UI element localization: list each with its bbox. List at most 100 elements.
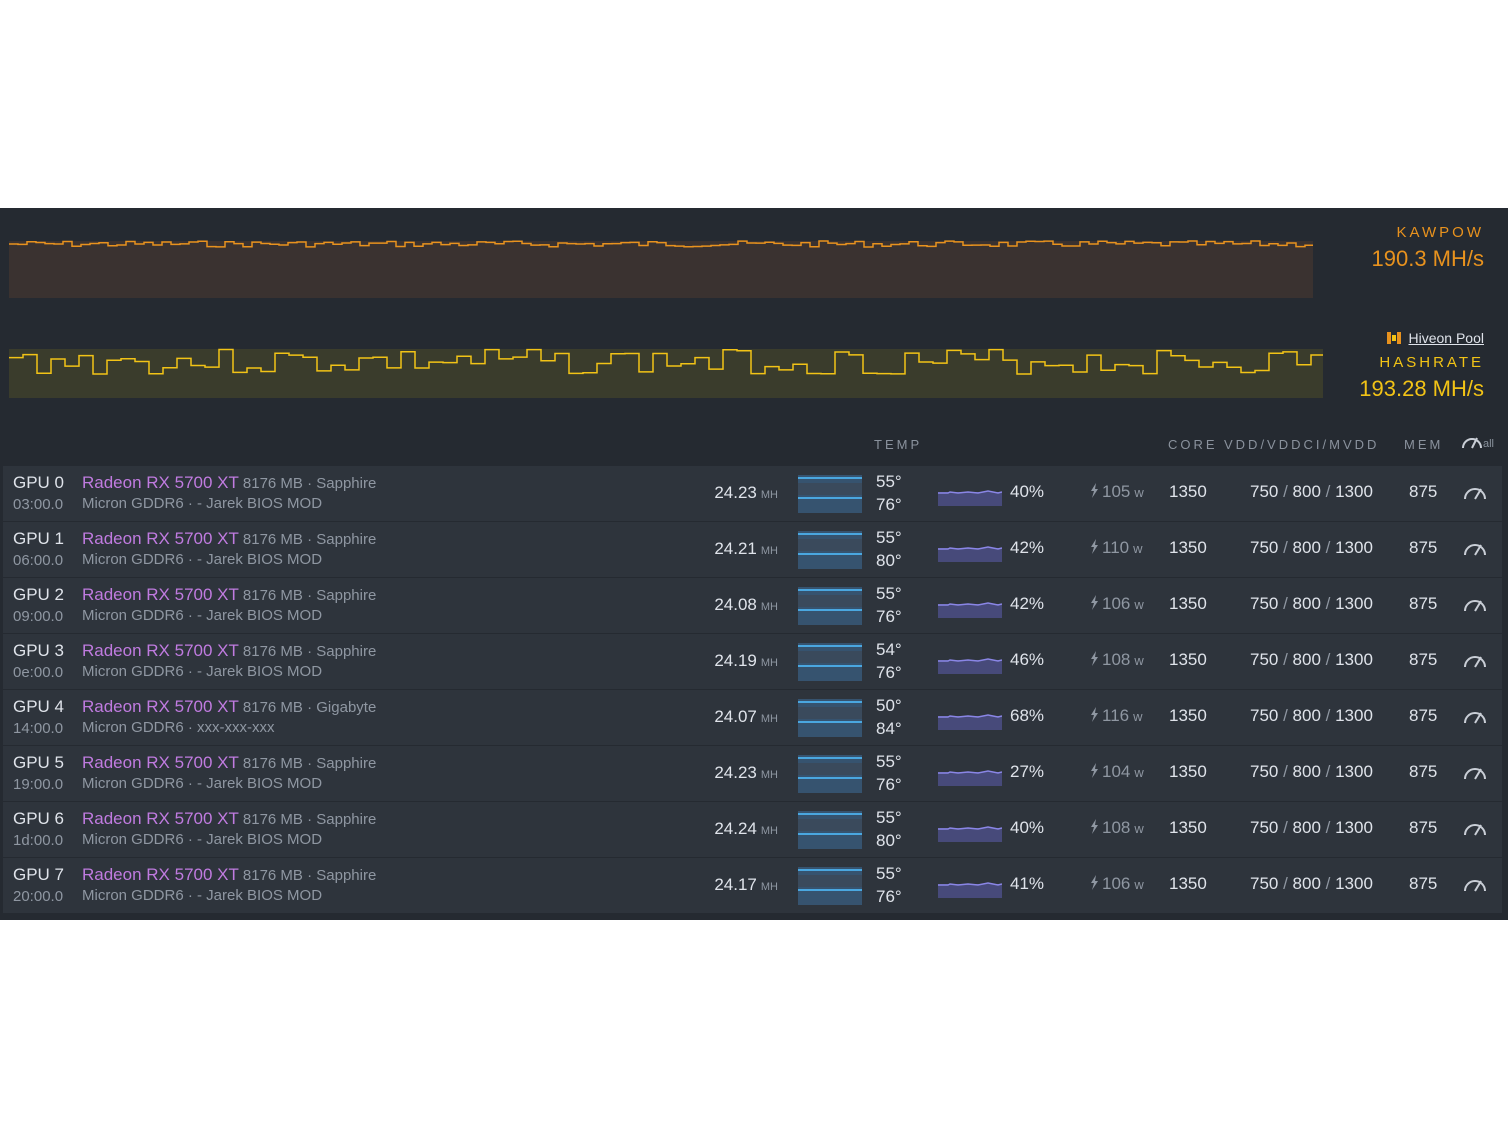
gpu-model-name[interactable]: Radeon RX 5700 XT xyxy=(82,473,239,492)
gpu-row[interactable]: GPU 5 19:00.0 Radeon RX 5700 XT 8176 MB ·… xyxy=(3,746,1502,802)
bolt-icon xyxy=(1091,763,1098,778)
gpu-voltages: 750 / 800 / 1300 xyxy=(1250,818,1373,838)
gpu-model[interactable]: Radeon RX 5700 XT 8176 MB · Sapphire xyxy=(82,473,376,493)
gpu-fan-speed: 41% xyxy=(1010,874,1045,893)
gpu-row[interactable]: GPU 2 09:00.0 Radeon RX 5700 XT 8176 MB ·… xyxy=(3,578,1502,634)
gpu-temp-mem: 76° xyxy=(876,607,902,626)
gpu-mvdd: 1300 xyxy=(1335,818,1373,837)
gpu-row[interactable]: GPU 0 03:00.0 Radeon RX 5700 XT 8176 MB ·… xyxy=(3,466,1502,522)
gpu-model[interactable]: Radeon RX 5700 XT 8176 MB · Gigabyte xyxy=(82,697,376,717)
gpu-model[interactable]: Radeon RX 5700 XT 8176 MB · Sapphire xyxy=(82,753,376,773)
bolt-icon xyxy=(1091,595,1098,610)
gpu-id: GPU 1 xyxy=(13,529,65,548)
gpu-power: 110 w xyxy=(1090,538,1143,558)
gpu-row[interactable]: GPU 1 06:00.0 Radeon RX 5700 XT 8176 MB ·… xyxy=(3,522,1502,578)
gpu-power-value: 108 xyxy=(1102,650,1131,669)
gpu-hashrate: 24.23 MH xyxy=(714,483,778,503)
gpu-id: GPU 6 xyxy=(13,809,65,828)
speedometer-icon[interactable] xyxy=(1462,875,1488,893)
gpu-power-value: 104 xyxy=(1102,762,1131,781)
gpu-power: 108 w xyxy=(1090,650,1144,670)
header-vdd: VDD/VDDCI/MVDD xyxy=(1224,437,1380,452)
gpu-row[interactable]: GPU 6 1d:00.0 Radeon RX 5700 XT 8176 MB ·… xyxy=(3,802,1502,858)
gpu-mvdd: 1300 xyxy=(1335,538,1373,557)
gpu-model-name[interactable]: Radeon RX 5700 XT xyxy=(82,865,239,884)
speedometer-icon xyxy=(1462,437,1482,449)
gpu-temp-core: 50° xyxy=(876,696,902,715)
gpu-model[interactable]: Radeon RX 5700 XT 8176 MB · Sapphire xyxy=(82,585,376,605)
gpu-mem-clock: 875 xyxy=(1409,818,1438,837)
gpu-model-name[interactable]: Radeon RX 5700 XT xyxy=(82,809,239,828)
gpu-model[interactable]: Radeon RX 5700 XT 8176 MB · Sapphire xyxy=(82,529,376,549)
speedometer-icon[interactable] xyxy=(1462,483,1488,501)
speedometer-icon[interactable] xyxy=(1462,651,1488,669)
speedometer-icon[interactable] xyxy=(1462,763,1488,781)
fan-sparkline xyxy=(938,602,1002,618)
separator: / xyxy=(1320,482,1336,501)
separator: / xyxy=(1278,650,1293,669)
gpu-fan-speed: 46% xyxy=(1010,650,1045,669)
algo-hashrate: 190.3 MH/s xyxy=(1371,246,1485,271)
speedometer-icon[interactable] xyxy=(1462,595,1488,613)
gpu-model-name[interactable]: Radeon RX 5700 XT xyxy=(82,529,239,548)
gpu-vddci: 800 xyxy=(1292,650,1321,669)
gpu-info: 8176 MB · Sapphire xyxy=(242,643,377,660)
gpu-id: GPU 0 xyxy=(13,473,65,492)
gpu-model-name[interactable]: Radeon RX 5700 XT xyxy=(82,697,239,716)
separator: / xyxy=(1320,818,1336,837)
gpu-power-value: 116 xyxy=(1102,706,1130,725)
separator: / xyxy=(1278,594,1293,613)
pool-hashrate-sparkline xyxy=(9,348,1323,398)
gpu-temp-core: 55° xyxy=(876,584,902,603)
fan-sparkline xyxy=(938,546,1002,562)
separator: / xyxy=(1278,874,1293,893)
separator: / xyxy=(1320,762,1336,781)
gpu-hashrate-unit: MH xyxy=(760,769,778,781)
gpu-vddci: 800 xyxy=(1292,762,1321,781)
temp-sparkline xyxy=(798,867,862,905)
gpu-id: GPU 4 xyxy=(13,697,65,716)
gpu-row[interactable]: GPU 7 20:00.0 Radeon RX 5700 XT 8176 MB ·… xyxy=(3,858,1502,914)
gpu-temp-core: 55° xyxy=(876,752,902,771)
gpu-model[interactable]: Radeon RX 5700 XT 8176 MB · Sapphire xyxy=(82,641,376,661)
gpu-memory-info: Micron GDDR6 · - Jarek BIOS MOD xyxy=(82,831,323,848)
gpu-mem-clock: 875 xyxy=(1409,874,1438,893)
pool-name[interactable]: Hiveon Pool xyxy=(1408,330,1485,346)
gpu-model[interactable]: Radeon RX 5700 XT 8176 MB · Sapphire xyxy=(82,865,376,885)
gpu-hashrate-unit: MH xyxy=(760,825,778,837)
speedometer-icon[interactable] xyxy=(1462,819,1488,837)
gpu-row[interactable]: GPU 4 14:00.0 Radeon RX 5700 XT 8176 MB ·… xyxy=(3,690,1502,746)
gpu-vdd: 750 xyxy=(1250,762,1279,781)
gpu-hashrate-unit: MH xyxy=(760,881,778,893)
gpu-voltages: 750 / 800 / 1300 xyxy=(1250,874,1373,894)
gpu-voltages: 750 / 800 / 1300 xyxy=(1250,762,1373,782)
gpu-power: 104 w xyxy=(1090,762,1144,782)
sparkline-area xyxy=(9,241,1313,298)
gpu-mem-clock: 875 xyxy=(1409,650,1438,669)
tune-all-button[interactable]: all xyxy=(1461,432,1494,450)
gpu-model-name[interactable]: Radeon RX 5700 XT xyxy=(82,641,239,660)
gpu-mem-clock: 875 xyxy=(1409,538,1438,557)
gpu-info: 8176 MB · Sapphire xyxy=(242,475,377,492)
gpu-vdd: 750 xyxy=(1250,818,1279,837)
pool-link[interactable]: Hiveon Pool xyxy=(1385,329,1485,347)
temp-sparkline xyxy=(798,587,862,625)
pool-hashrate: 193.28 MH/s xyxy=(1359,376,1484,401)
header-core: CORE xyxy=(1168,437,1218,452)
gpu-power: 108 w xyxy=(1090,818,1144,838)
gpu-power: 116 w xyxy=(1090,706,1143,726)
gpu-row[interactable]: GPU 3 0e:00.0 Radeon RX 5700 XT 8176 MB ·… xyxy=(3,634,1502,690)
gpu-memory-info: Micron GDDR6 · - Jarek BIOS MOD xyxy=(82,663,323,680)
speedometer-icon[interactable] xyxy=(1462,707,1488,725)
gpu-temp-core: 55° xyxy=(876,808,902,827)
gpu-model-name[interactable]: Radeon RX 5700 XT xyxy=(82,753,239,772)
gpu-power: 106 w xyxy=(1090,874,1144,894)
gpu-model-name[interactable]: Radeon RX 5700 XT xyxy=(82,585,239,604)
speedometer-icon[interactable] xyxy=(1462,539,1488,557)
gpu-fan-speed: 40% xyxy=(1010,818,1045,837)
gpu-hashrate: 24.08 MH xyxy=(714,595,778,615)
gpu-mvdd: 1300 xyxy=(1335,594,1373,613)
gpu-model[interactable]: Radeon RX 5700 XT 8176 MB · Sapphire xyxy=(82,809,376,829)
separator: / xyxy=(1320,538,1336,557)
gpu-power-unit: w xyxy=(1133,709,1143,724)
